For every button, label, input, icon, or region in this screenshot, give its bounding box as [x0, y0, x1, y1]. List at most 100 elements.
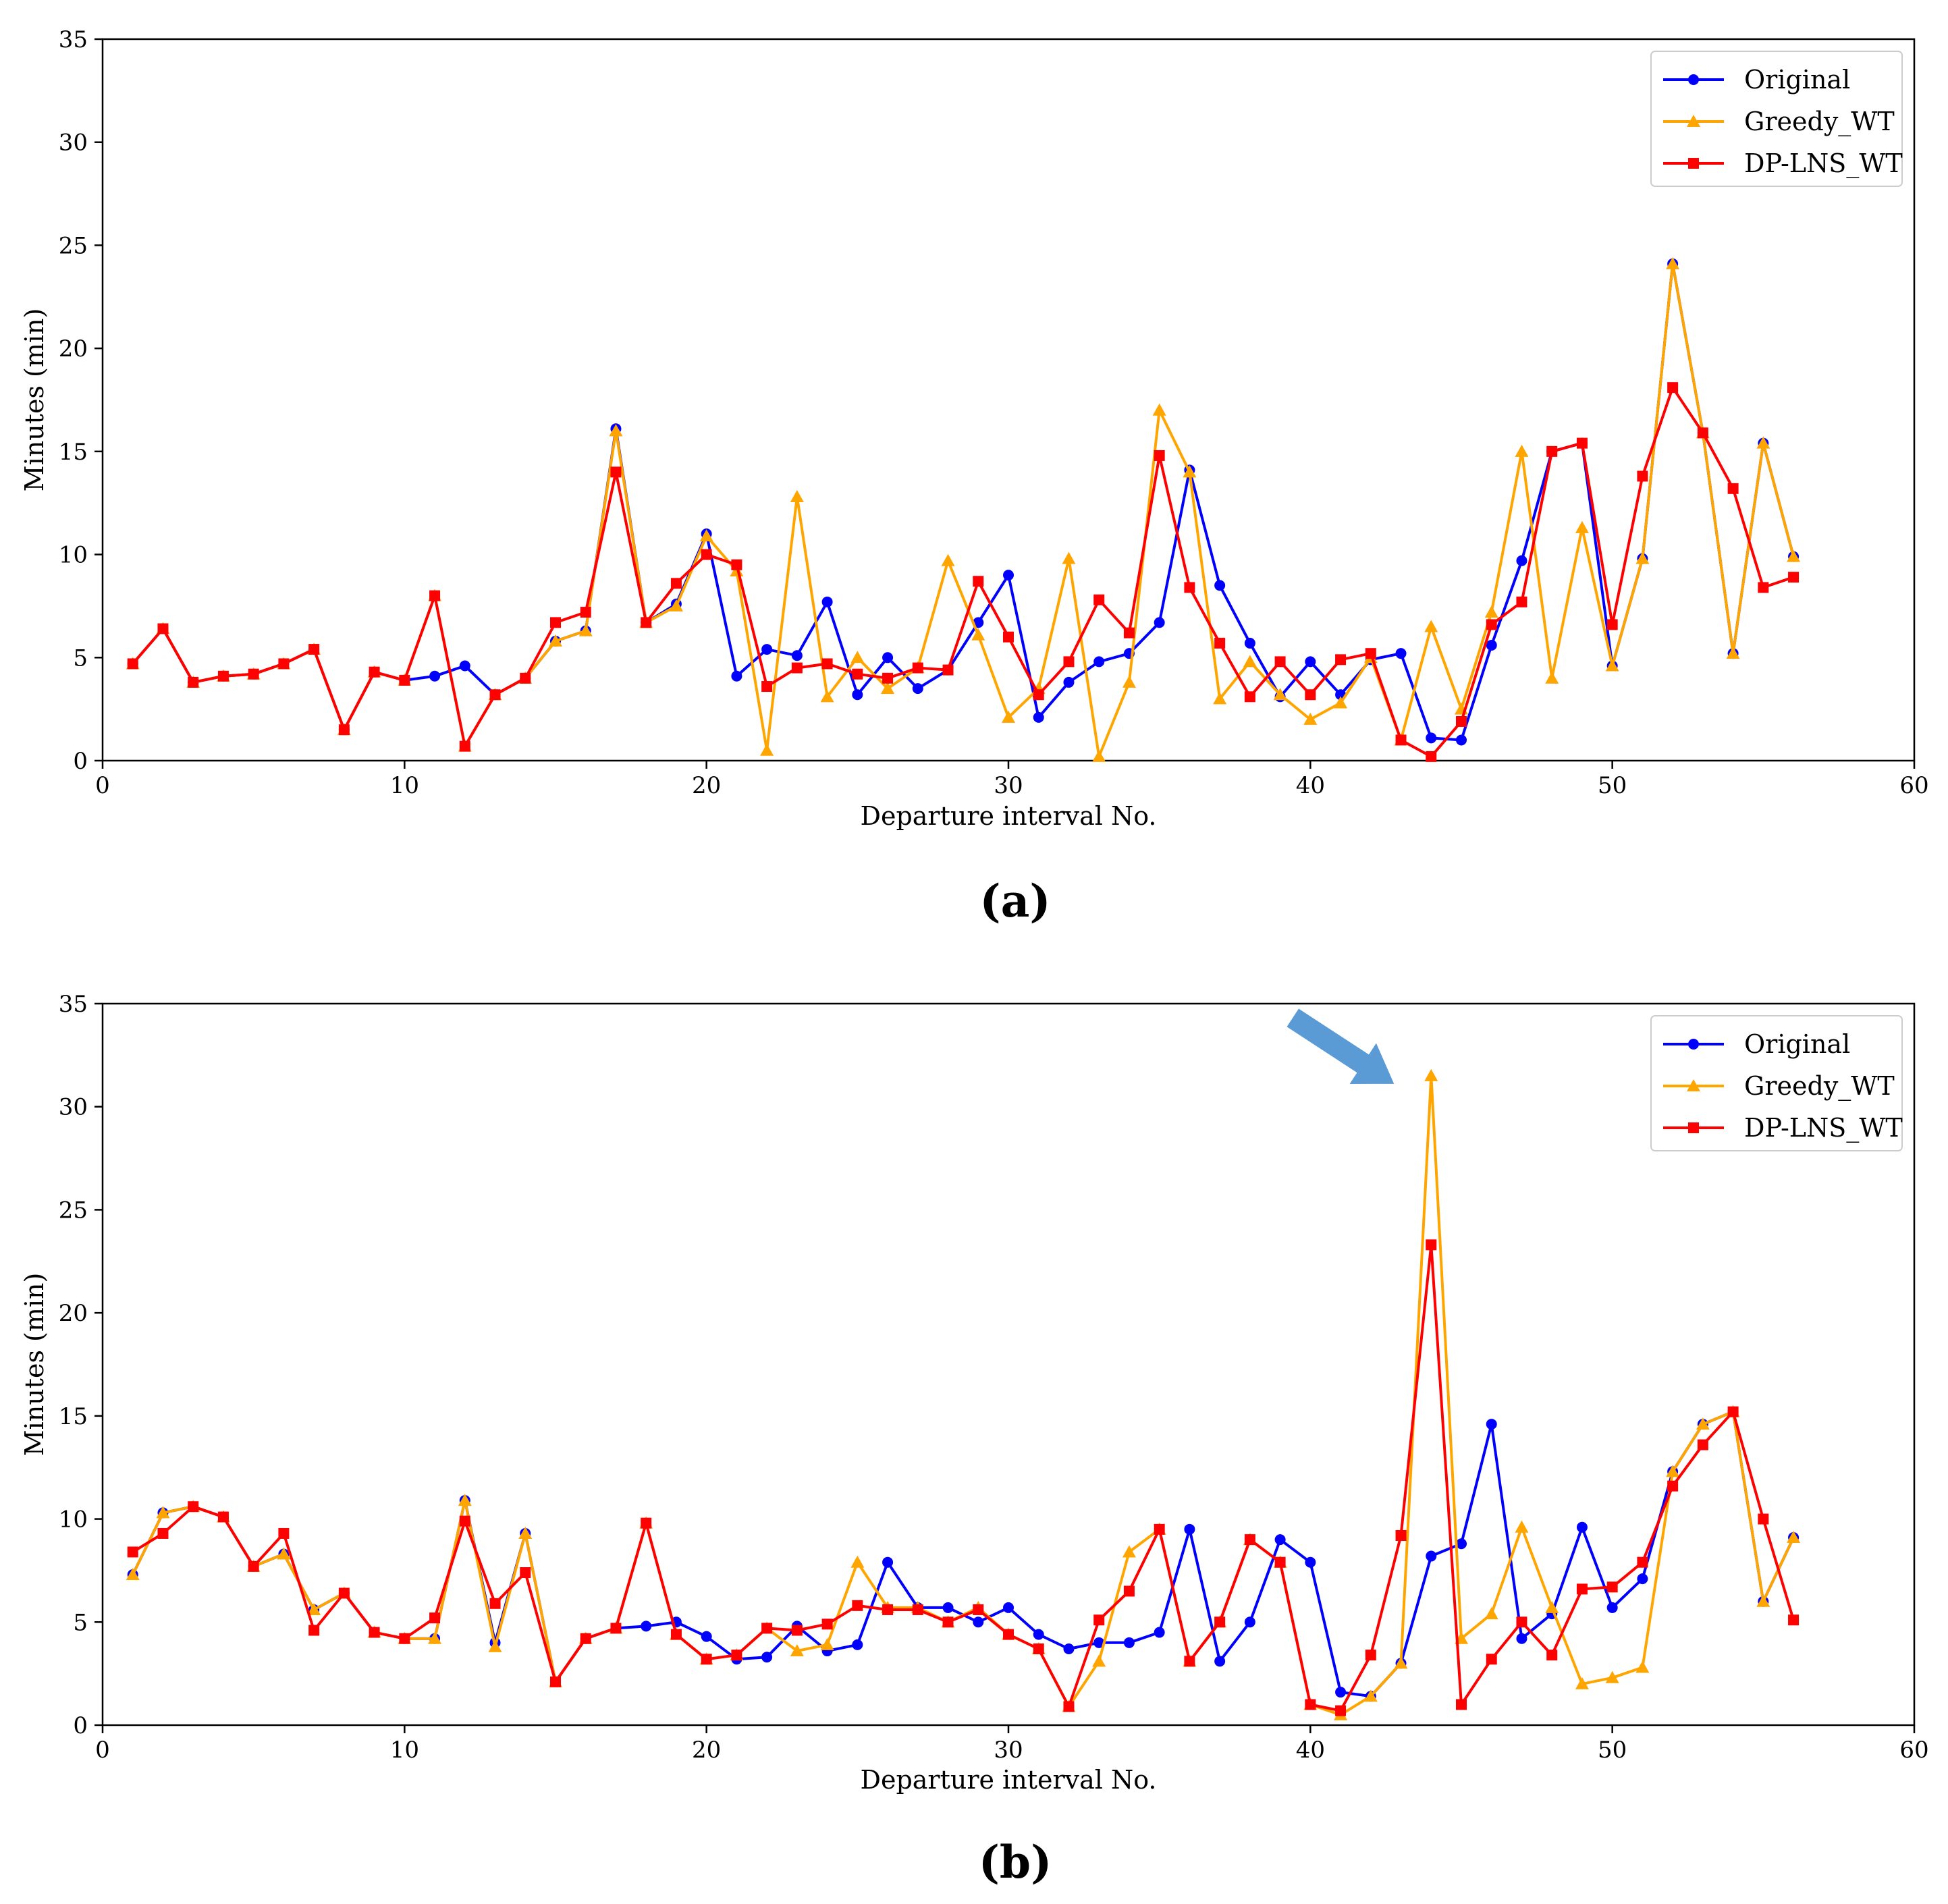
data-point	[580, 1633, 591, 1644]
data-point	[157, 623, 169, 634]
data-point	[338, 1587, 350, 1599]
data-point	[1515, 444, 1529, 457]
data-point	[699, 529, 713, 542]
data-point	[1635, 551, 1650, 564]
data-point	[1063, 1701, 1075, 1712]
data-point	[1787, 1531, 1801, 1544]
data-point	[790, 490, 804, 503]
data-point	[641, 1517, 652, 1529]
plot-frame	[101, 38, 1916, 762]
data-point	[1123, 627, 1135, 638]
data-point	[1606, 619, 1618, 630]
arrow-shape	[1287, 1008, 1395, 1084]
data-point	[1305, 656, 1316, 668]
data-point	[1122, 1545, 1136, 1558]
data-point	[1635, 1660, 1650, 1673]
y-tick-label: 5	[73, 645, 88, 672]
data-point	[156, 1506, 170, 1519]
data-point	[217, 1511, 229, 1523]
data-point	[1062, 551, 1076, 564]
data-point	[821, 596, 833, 607]
data-point	[1154, 450, 1165, 461]
data-point	[1244, 1616, 1255, 1628]
y-tick-label: 25	[59, 232, 88, 259]
legend-label: DP-LNS_WT	[1744, 148, 1903, 179]
legend-label: Original	[1744, 1029, 1850, 1059]
data-point	[820, 1637, 834, 1650]
data-point	[1033, 1643, 1044, 1654]
legend-marker	[1688, 158, 1699, 169]
x-tick-label: 10	[390, 1737, 419, 1764]
data-point	[1274, 1556, 1286, 1568]
data-point	[1123, 1637, 1135, 1648]
data-point	[791, 650, 803, 661]
data-point	[882, 1556, 894, 1568]
data-point	[1727, 483, 1739, 494]
data-point	[1546, 1650, 1558, 1661]
x-tick-label: 50	[1598, 772, 1627, 799]
series-dp-lns-wt	[127, 382, 1800, 762]
data-point	[761, 644, 773, 655]
legend-label: DP-LNS_WT	[1744, 1113, 1903, 1143]
data-point	[1093, 656, 1105, 668]
legend-box	[1650, 1015, 1903, 1151]
y-tick-label: 30	[59, 130, 88, 157]
data-point	[761, 1652, 773, 1663]
data-point	[852, 1639, 863, 1650]
data-point	[1093, 1637, 1105, 1648]
data-point	[761, 1623, 773, 1634]
data-point	[1274, 1534, 1286, 1546]
data-point	[1214, 1616, 1226, 1628]
legend: Original Greedy_WT DP-LNS_WT	[1650, 1015, 1903, 1151]
data-point	[338, 724, 350, 736]
data-point	[882, 652, 894, 663]
data-point	[1003, 631, 1014, 643]
data-point	[1363, 1689, 1378, 1702]
data-point	[429, 590, 441, 601]
data-point	[278, 1527, 290, 1539]
data-point	[912, 683, 923, 695]
data-point	[731, 559, 742, 570]
y-tick-label: 30	[59, 1094, 88, 1121]
y-axis-label: Minutes (min)	[20, 1273, 49, 1457]
data-point	[1334, 696, 1348, 709]
legend-marker	[1687, 115, 1700, 127]
data-point	[1666, 256, 1680, 269]
data-point	[641, 1621, 652, 1632]
x-tick-label: 0	[95, 772, 110, 799]
y-tick-label: 10	[59, 542, 88, 569]
data-point	[1666, 1465, 1680, 1477]
data-point	[1426, 1239, 1437, 1251]
data-point	[973, 1616, 984, 1628]
data-point	[1092, 749, 1106, 762]
y-axis-label: Minutes (min)	[20, 308, 49, 492]
data-point	[1244, 691, 1255, 703]
data-point	[1214, 580, 1226, 591]
data-point	[1002, 710, 1015, 723]
data-point	[852, 668, 863, 680]
data-point	[1426, 732, 1437, 744]
data-point	[1637, 1573, 1648, 1585]
legend: Original Greedy_WT DP-LNS_WT	[1650, 51, 1903, 187]
data-point	[428, 1631, 442, 1644]
y-tick-label: 5	[73, 1609, 88, 1636]
data-point	[701, 1631, 712, 1642]
data-point	[1697, 427, 1708, 439]
data-point	[761, 681, 773, 692]
data-point	[1335, 1705, 1347, 1716]
data-point	[1305, 1699, 1316, 1710]
data-point	[791, 1625, 803, 1636]
data-point	[126, 1568, 140, 1581]
data-point	[578, 624, 593, 636]
data-point	[188, 1501, 199, 1513]
data-point	[731, 670, 742, 682]
data-point	[912, 662, 923, 674]
data-point	[1424, 620, 1438, 632]
data-point	[881, 682, 895, 695]
data-point	[459, 660, 470, 672]
data-point	[731, 1650, 742, 1661]
annotation-arrow	[1287, 1008, 1395, 1084]
data-point	[1456, 1699, 1467, 1710]
data-point	[399, 674, 410, 686]
